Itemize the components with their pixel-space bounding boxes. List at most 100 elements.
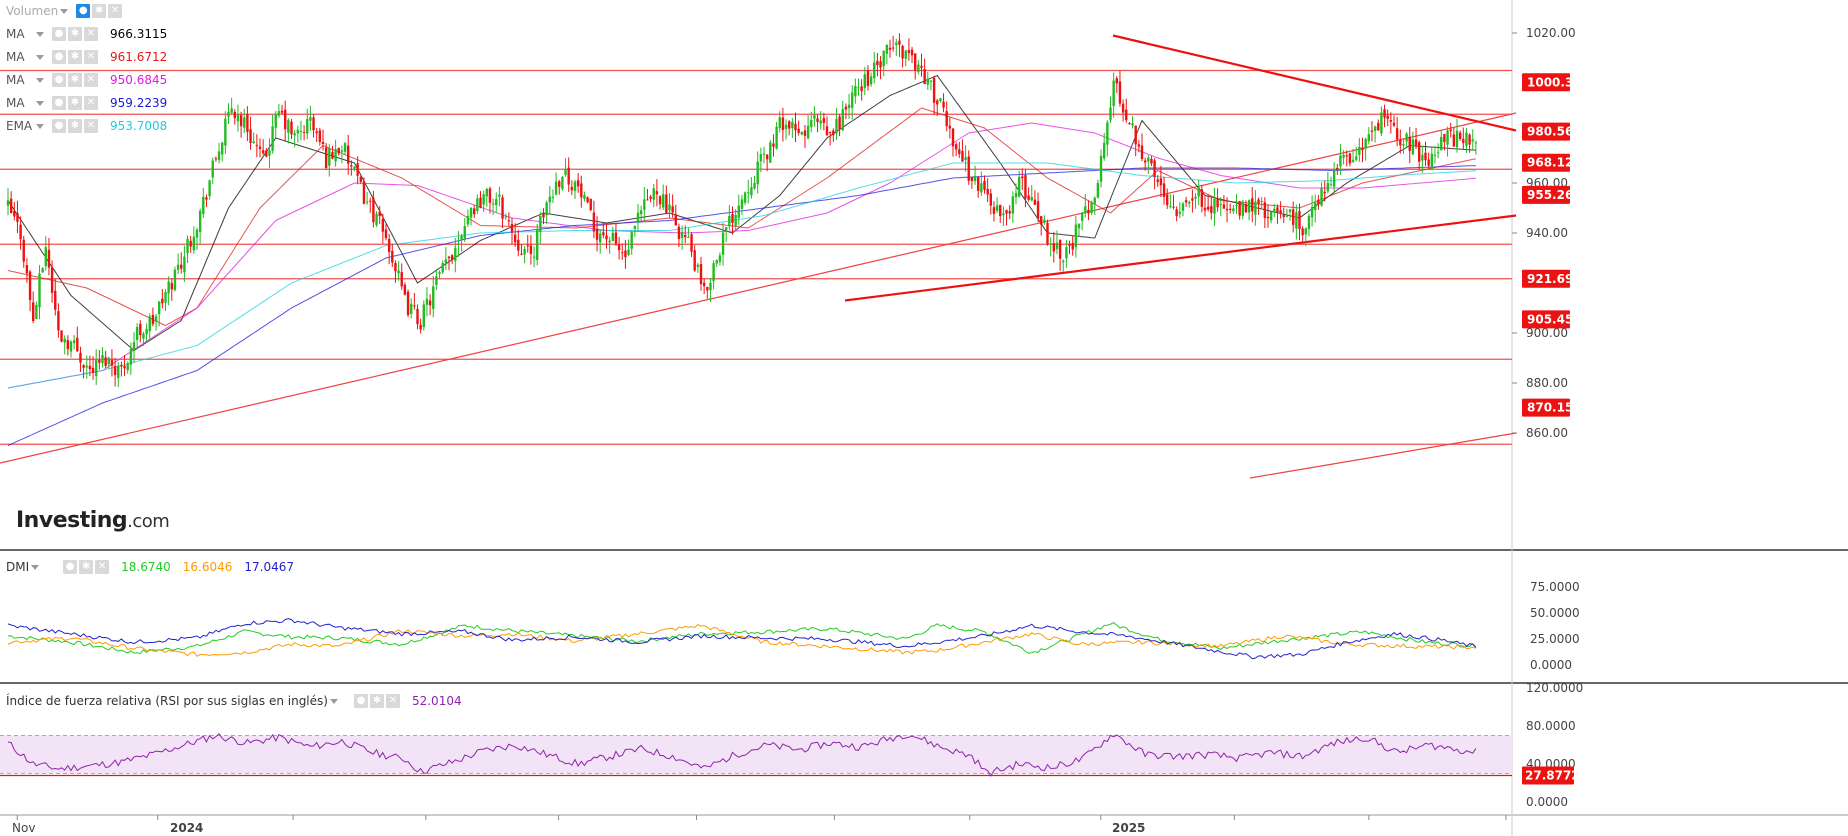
- candle-body: [217, 151, 221, 161]
- candle-body: [1244, 204, 1248, 213]
- chevron-down-icon[interactable]: [36, 77, 44, 83]
- trend-line: [0, 112, 1517, 464]
- candle: [1150, 156, 1153, 167]
- gear-icon[interactable]: ✱: [79, 560, 94, 574]
- candle-body: [1430, 153, 1433, 170]
- candle-body: [747, 192, 750, 194]
- candle: [1169, 194, 1172, 209]
- candle: [983, 175, 986, 194]
- candle-body: [1058, 239, 1062, 259]
- candle-body: [967, 156, 970, 181]
- candle-body: [416, 308, 419, 325]
- candle-body: [1377, 122, 1380, 131]
- candle-body: [101, 355, 104, 364]
- close-icon[interactable]: ✕: [385, 694, 400, 708]
- candle-body: [375, 213, 378, 226]
- candle: [1225, 197, 1229, 223]
- close-icon[interactable]: ✕: [84, 119, 98, 133]
- eye-icon[interactable]: ●: [353, 694, 368, 708]
- candle-body: [324, 147, 328, 168]
- candle: [183, 245, 186, 282]
- eye-icon[interactable]: ●: [52, 119, 66, 133]
- gear-icon[interactable]: ✱: [68, 73, 82, 87]
- candle: [1266, 204, 1270, 228]
- eye-icon[interactable]: ●: [52, 27, 66, 41]
- candle-body: [246, 114, 249, 132]
- candle: [592, 200, 596, 239]
- chevron-down-icon[interactable]: [329, 698, 338, 704]
- close-icon[interactable]: ✕: [84, 27, 98, 41]
- candle: [438, 270, 441, 280]
- gear-icon[interactable]: ✱: [68, 119, 82, 133]
- candle-body: [491, 203, 495, 205]
- eye-icon[interactable]: ●: [76, 4, 91, 18]
- close-icon[interactable]: ✕: [108, 4, 123, 18]
- candle-body: [1273, 208, 1276, 212]
- candle-body: [413, 305, 416, 307]
- candle-body: [1465, 132, 1468, 146]
- candle-body: [1402, 144, 1405, 146]
- candle: [932, 75, 936, 115]
- candle-body: [132, 342, 136, 352]
- candle: [1131, 116, 1134, 129]
- candle: [221, 141, 224, 162]
- chevron-down-icon[interactable]: [31, 564, 40, 570]
- candle: [1411, 131, 1415, 156]
- close-icon[interactable]: ✕: [84, 73, 98, 87]
- candle-body: [473, 208, 476, 215]
- candle: [851, 85, 854, 120]
- candle-body: [57, 311, 60, 331]
- candle: [384, 223, 388, 241]
- eye-icon[interactable]: ●: [52, 73, 66, 87]
- eye-icon[interactable]: ●: [52, 96, 66, 110]
- candle: [435, 269, 438, 291]
- candle-body: [743, 192, 747, 203]
- candle-body: [589, 198, 592, 211]
- eye-icon[interactable]: ●: [52, 50, 66, 64]
- gear-icon[interactable]: ✱: [369, 694, 384, 708]
- volume-label: Volumen: [6, 4, 59, 18]
- candle-body: [403, 284, 407, 295]
- candle: [1244, 200, 1248, 214]
- candle: [1005, 209, 1008, 226]
- candle: [986, 178, 989, 203]
- close-icon[interactable]: ✕: [84, 96, 98, 110]
- candle-body: [284, 109, 287, 130]
- candle: [1443, 133, 1446, 151]
- candle: [164, 289, 167, 311]
- candle: [879, 55, 882, 80]
- candle: [38, 265, 41, 320]
- close-icon[interactable]: ✕: [84, 50, 98, 64]
- candle: [362, 177, 366, 205]
- candle-body: [570, 186, 574, 191]
- candle: [198, 208, 202, 244]
- candle-body: [1159, 178, 1163, 186]
- candle: [324, 143, 328, 170]
- candle: [816, 114, 819, 133]
- eye-icon[interactable]: ●: [63, 560, 78, 574]
- candle: [466, 209, 470, 227]
- candle: [1200, 184, 1204, 213]
- chevron-down-icon[interactable]: [36, 31, 44, 37]
- candle-body: [611, 232, 614, 241]
- candle-body: [1348, 153, 1352, 164]
- gear-icon[interactable]: ✱: [92, 4, 107, 18]
- candle-body: [873, 62, 876, 79]
- candle: [54, 278, 57, 316]
- chevron-down-icon[interactable]: [60, 8, 69, 14]
- chevron-down-icon[interactable]: [36, 123, 44, 129]
- candle: [422, 300, 425, 331]
- candle-body: [677, 226, 681, 240]
- gear-icon[interactable]: ✱: [68, 27, 82, 41]
- gear-icon[interactable]: ✱: [68, 96, 82, 110]
- dmi-y-tick-label: 50.0000: [1530, 606, 1580, 620]
- gear-icon[interactable]: ✱: [68, 50, 82, 64]
- candle: [977, 176, 980, 198]
- candle-body: [1323, 191, 1326, 194]
- chevron-down-icon[interactable]: [36, 54, 44, 60]
- close-icon[interactable]: ✕: [95, 560, 110, 574]
- chevron-down-icon[interactable]: [36, 100, 44, 106]
- candle-body: [992, 207, 996, 214]
- candle: [1285, 208, 1289, 218]
